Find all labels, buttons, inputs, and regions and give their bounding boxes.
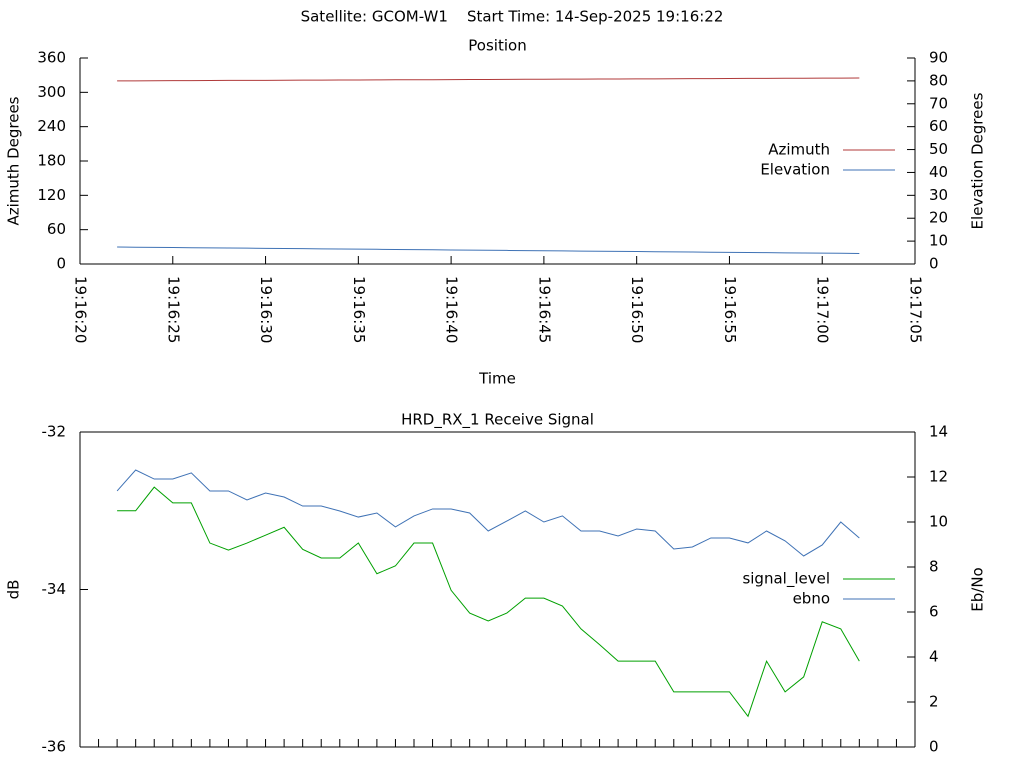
x-tick-label: 19:16:25 xyxy=(164,276,182,343)
y2-tick-label: 6 xyxy=(929,603,939,621)
y2-tick-label: 30 xyxy=(929,186,948,204)
y2-tick-label: 20 xyxy=(929,209,948,227)
y2-tick-label: 60 xyxy=(929,117,948,135)
y2-axis-label: Elevation Degrees xyxy=(969,92,987,229)
y2-tick-label: 14 xyxy=(929,423,948,441)
y-tick-label: 180 xyxy=(37,152,66,170)
y-tick-label: -34 xyxy=(42,580,67,598)
y-tick-label: -32 xyxy=(42,423,67,441)
series-line xyxy=(117,246,860,254)
y-tick-label: 120 xyxy=(37,186,66,204)
y2-tick-label: 80 xyxy=(929,71,948,89)
page-title: Satellite: GCOM-W1 Start Time: 14-Sep-20… xyxy=(301,8,724,26)
chart-title: Position xyxy=(468,37,526,55)
y2-tick-label: 2 xyxy=(929,693,939,711)
y2-tick-label: 40 xyxy=(929,163,948,181)
x-axis-label: Time xyxy=(478,370,516,388)
y2-tick-label: 90 xyxy=(929,49,948,67)
y2-tick-label: 8 xyxy=(929,558,939,576)
y-axis-label: dB xyxy=(5,580,23,600)
series-line xyxy=(117,486,860,718)
x-tick-label: 19:17:05 xyxy=(907,276,925,343)
y2-tick-label: 50 xyxy=(929,140,948,158)
y2-tick-label: 12 xyxy=(929,468,948,486)
y-tick-label: 240 xyxy=(37,117,66,135)
x-tick-label: 19:16:55 xyxy=(721,276,739,343)
x-tick-label: 19:16:50 xyxy=(628,276,646,343)
chart-title: HRD_RX_1 Receive Signal xyxy=(401,411,594,430)
series-line xyxy=(117,77,860,82)
y2-tick-label: 70 xyxy=(929,94,948,112)
y2-tick-label: 0 xyxy=(929,255,939,273)
y-axis-label: Azimuth Degrees xyxy=(5,96,23,225)
y-tick-label: 300 xyxy=(37,83,66,101)
y-tick-label: 60 xyxy=(47,220,66,238)
legend-label: signal_level xyxy=(742,570,830,589)
x-tick-label: 19:16:45 xyxy=(535,276,553,343)
y2-tick-label: 10 xyxy=(929,513,948,531)
y-tick-label: -36 xyxy=(42,738,67,756)
legend-label: Elevation xyxy=(760,161,830,179)
legend-label: Azimuth xyxy=(768,141,830,159)
y-tick-label: 0 xyxy=(56,255,66,273)
x-tick-label: 19:17:00 xyxy=(814,276,832,343)
y2-tick-label: 10 xyxy=(929,232,948,250)
series-line xyxy=(116,469,860,557)
x-tick-label: 19:16:20 xyxy=(72,276,90,343)
legend-label: ebno xyxy=(793,590,830,608)
y2-axis-label: Eb/No xyxy=(969,567,987,611)
x-tick-label: 19:16:30 xyxy=(257,276,275,343)
y2-tick-label: 4 xyxy=(929,648,939,666)
x-tick-label: 19:16:35 xyxy=(350,276,368,343)
y2-tick-label: 0 xyxy=(929,738,939,756)
y-tick-label: 360 xyxy=(37,49,66,67)
x-tick-label: 19:16:40 xyxy=(443,276,461,343)
